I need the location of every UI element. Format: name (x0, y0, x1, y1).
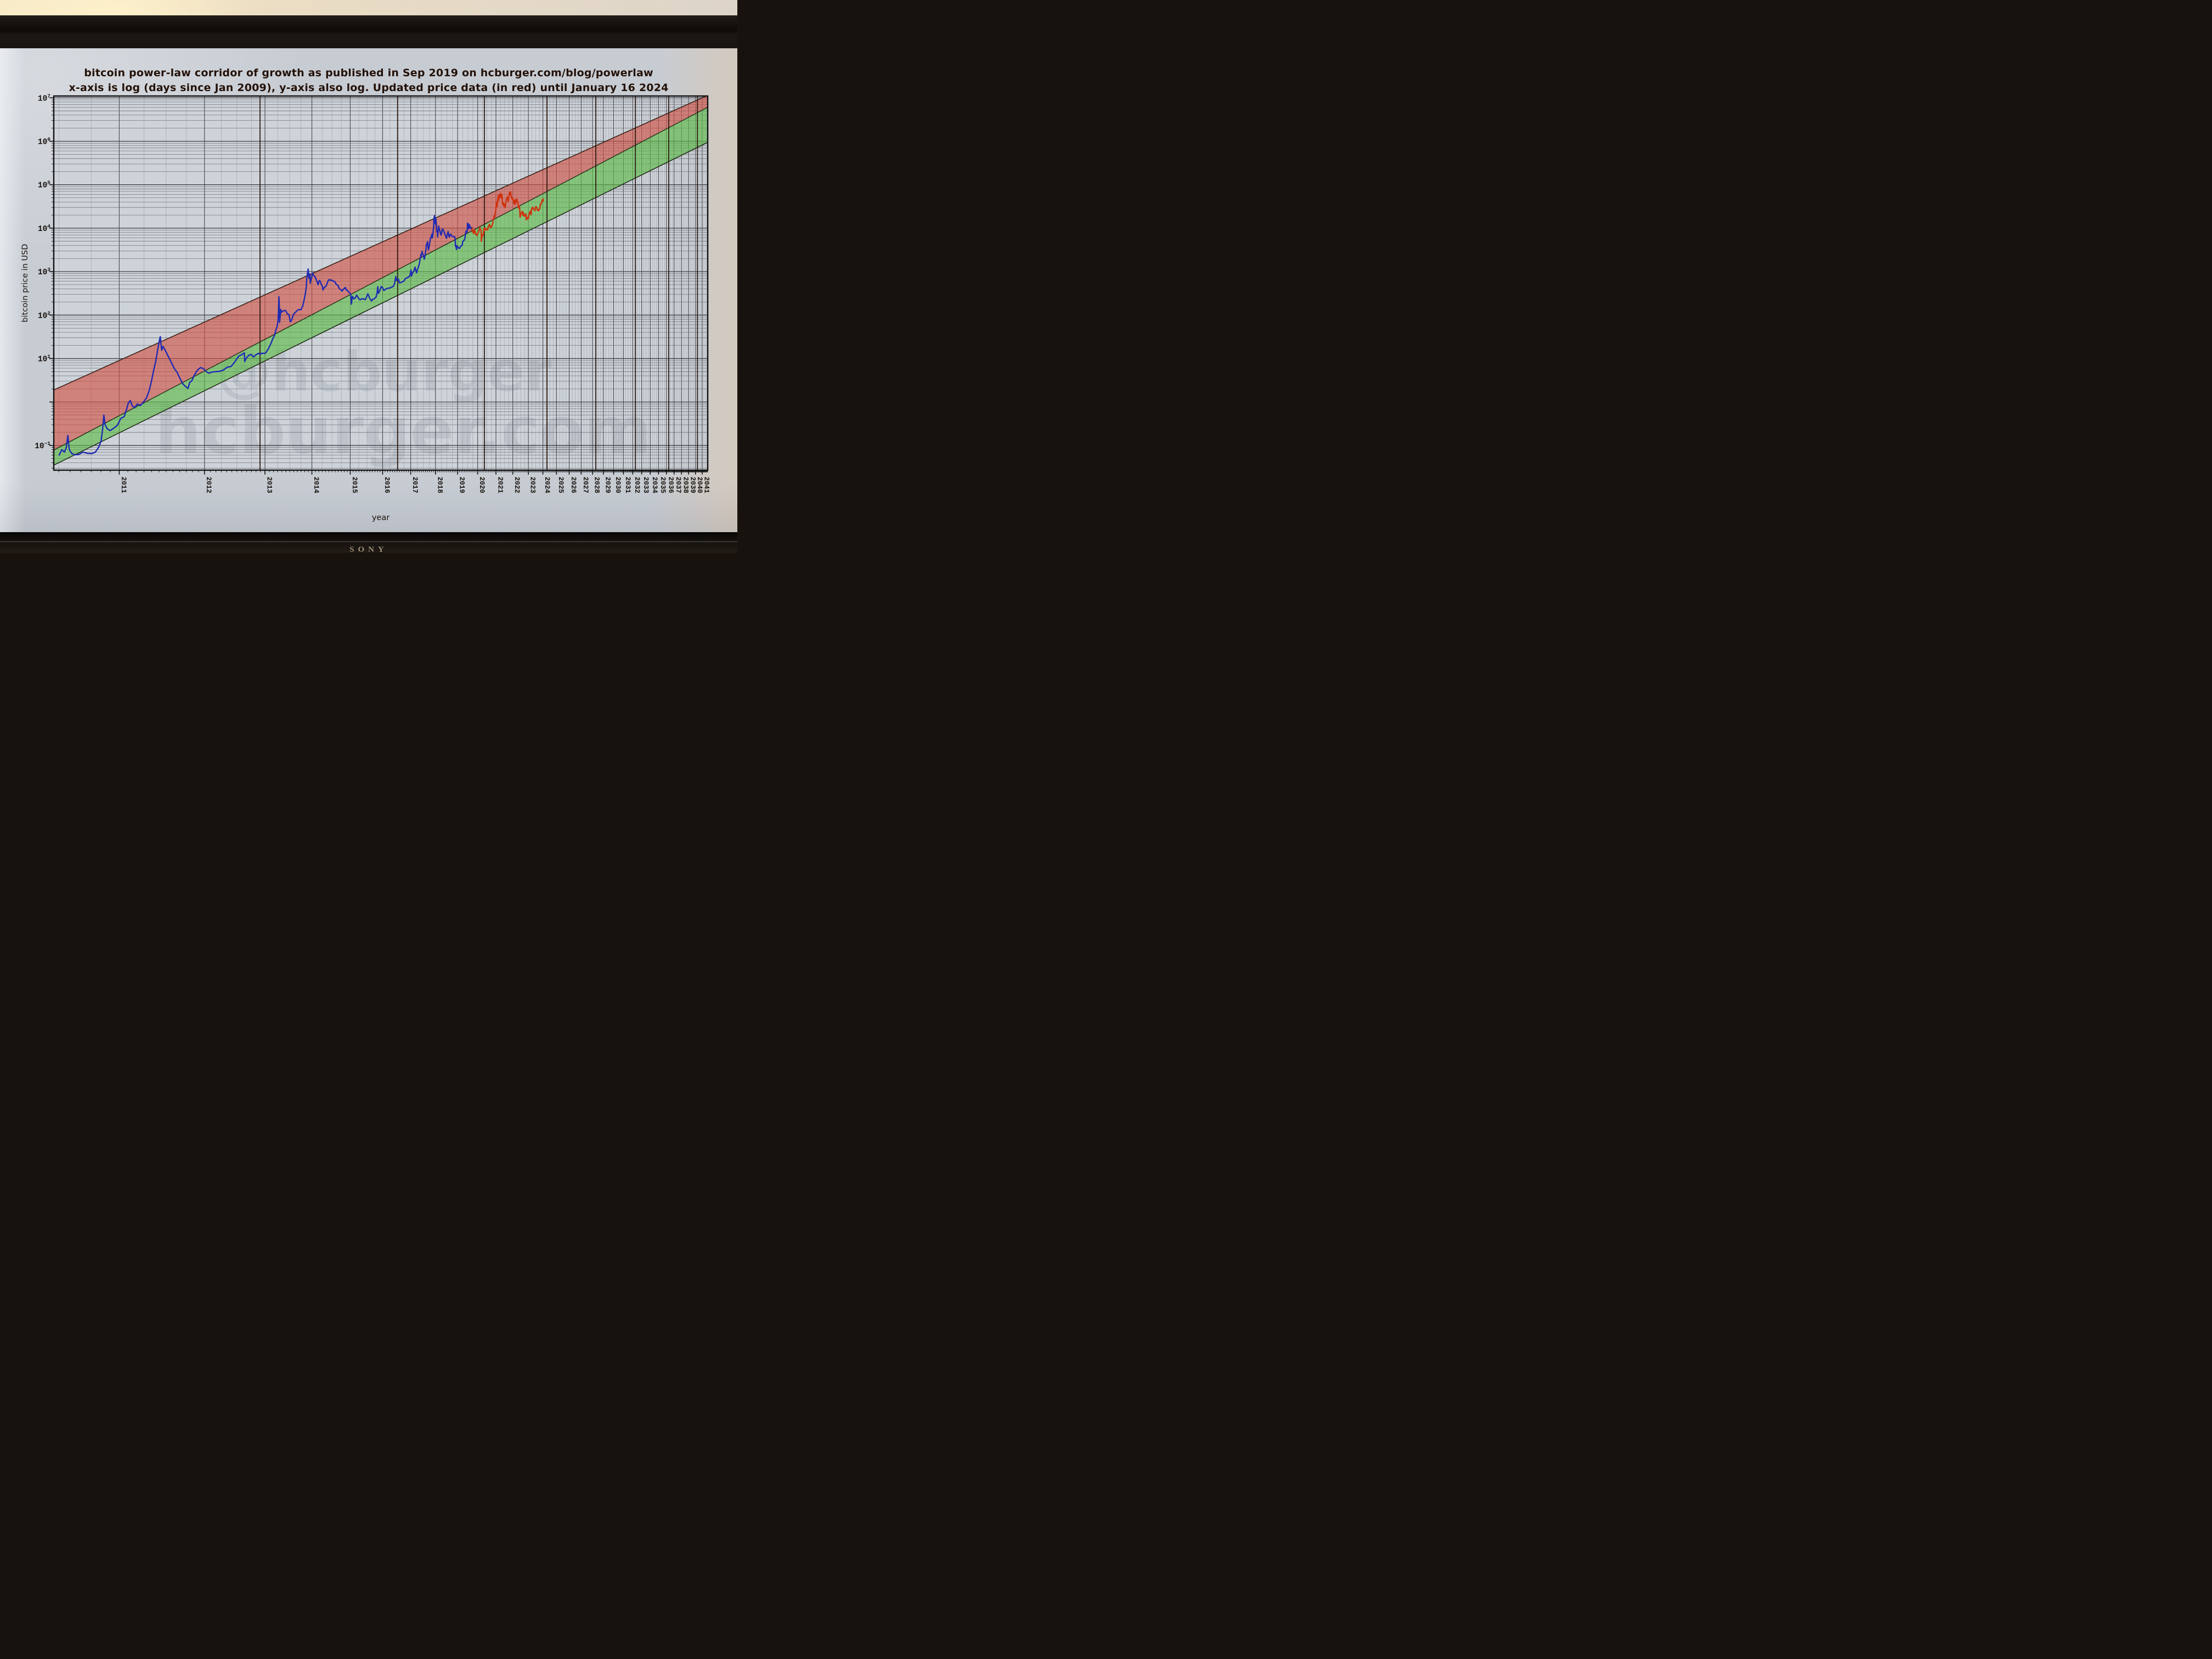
x-tick-label-2034: 2034 (651, 477, 658, 494)
x-tick-label-2016: 2016 (383, 477, 391, 493)
y-tick-label-10^3: 103 (38, 267, 50, 277)
powerlaw-chart: @hcburgerhcburger.com1071061051041031021… (35, 93, 710, 493)
x-tick-label-2038: 2038 (682, 477, 690, 493)
x-tick-label-2013: 2013 (265, 477, 273, 493)
x-tick-label-2020: 2020 (478, 477, 486, 493)
x-tick-label-2029: 2029 (603, 477, 611, 493)
corridor-support-line (54, 142, 708, 466)
chart-title-line1: bitcoin power-law corridor of growth as … (84, 67, 653, 79)
x-tick-label-2028: 2028 (593, 477, 601, 493)
x-tick-label-2026: 2026 (569, 477, 577, 493)
y-tick-label-10^4: 104 (38, 223, 50, 234)
photo-of-monitor: { "scene": { "monitor_brand": "SONY", "w… (0, 0, 737, 553)
plot-frame (53, 95, 709, 471)
monitor-bezel-bottom (0, 532, 737, 553)
price-line-blue (58, 215, 473, 456)
corridor-red-band (54, 96, 708, 450)
x-tick-label-2014: 2014 (312, 477, 320, 494)
y-tick-label-10^6: 106 (38, 136, 50, 146)
x-tick-label-2012: 2012 (205, 477, 212, 493)
monitor-bezel-top (0, 15, 737, 48)
x-tick-label-2036: 2036 (667, 477, 674, 493)
x-tick-label-2021: 2021 (496, 477, 504, 493)
x-tick-label-2039: 2039 (689, 477, 697, 493)
x-tick-label-2040: 2040 (696, 477, 703, 493)
x-axis-label: year (371, 514, 390, 522)
tick-labels: 107 106 105 104 103 102 101 10−1 2011 2012 2013 201… (35, 93, 710, 493)
y-tick-label-10^1: 101 (38, 354, 50, 364)
x-tick-label-2030: 2030 (614, 477, 622, 493)
y-tick-label-10^7: 107 (38, 93, 50, 103)
x-tick-label-2033: 2033 (642, 477, 650, 493)
corridor-top-line (54, 96, 708, 391)
x-tick-label-2037: 2037 (674, 477, 682, 493)
x-tick-label-2019: 2019 (458, 477, 466, 493)
watermark-line2: hcburger.com (155, 393, 651, 469)
x-tick-label-2035: 2035 (659, 477, 667, 493)
x-tick-label-2025: 2025 (557, 477, 565, 493)
sony-logo: SONY (349, 545, 388, 553)
x-tick-label-2015: 2015 (351, 477, 358, 493)
y-tick-label-10^2: 102 (38, 310, 50, 320)
y-tick-label-10^-1: 10−1 (35, 441, 50, 451)
x-tick-label-2018: 2018 (436, 477, 443, 493)
grid (54, 96, 708, 470)
x-tick-label-2041: 2041 (702, 477, 710, 493)
x-tick-label-2024: 2024 (543, 477, 551, 494)
x-tick-label-2023: 2023 (529, 477, 537, 493)
x-tick-label-2032: 2032 (633, 477, 641, 493)
monitor-bezel-ridge (0, 541, 737, 543)
corridor-mid-line (54, 106, 708, 451)
x-tick-label-2022: 2022 (513, 477, 521, 493)
x-tick-label-2027: 2027 (582, 477, 589, 493)
axis-ticks (49, 97, 708, 475)
y-tick-label-10^5: 105 (38, 180, 50, 190)
x-tick-label-2031: 2031 (624, 477, 631, 493)
price-line-red (471, 191, 544, 242)
x-tick-label-2011: 2011 (120, 477, 127, 493)
x-tick-label-2017: 2017 (411, 477, 419, 493)
chart-title-line2: x-axis is log (days since Jan 2009), y-a… (69, 82, 669, 94)
